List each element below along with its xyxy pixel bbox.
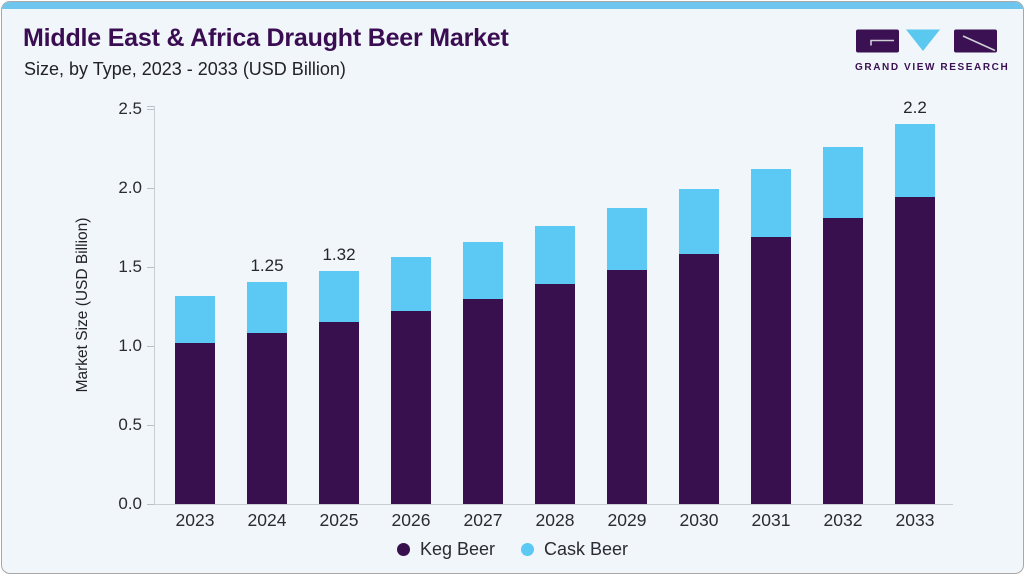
grand-view-research-logo: GRAND VIEW RESEARCH bbox=[855, 29, 1010, 73]
bar-2023-cask-beer-segment bbox=[175, 296, 215, 343]
x-axis-label-2025: 2025 bbox=[319, 510, 359, 530]
bar-2029-cask-beer-segment bbox=[607, 208, 647, 270]
bar-value-label-2024: 1.25 bbox=[250, 256, 284, 275]
x-axis-line bbox=[154, 504, 953, 505]
bar-2027-cask-beer-segment bbox=[463, 242, 503, 299]
top-accent-bar bbox=[2, 2, 1023, 9]
legend-label-keg-beer: Keg Beer bbox=[419, 539, 495, 559]
x-axis-label-2023: 2023 bbox=[175, 510, 215, 530]
y-tick-mark-0.0 bbox=[147, 504, 154, 505]
y-axis-title: Market Size (USD Billion) bbox=[74, 217, 91, 393]
logo-mark-icon bbox=[856, 29, 997, 53]
legend-item-cask-beer: Cask Beer bbox=[521, 539, 628, 560]
bar-2030-keg-beer-segment bbox=[679, 254, 719, 504]
chart-legend: Keg Beer Cask Beer bbox=[2, 539, 1023, 560]
bar-2031-keg-beer-segment bbox=[751, 237, 791, 504]
bar-2032-cask-beer-segment bbox=[823, 147, 863, 218]
logo-text: GRAND VIEW RESEARCH bbox=[855, 62, 1010, 73]
legend-item-keg-beer: Keg Beer bbox=[396, 539, 495, 560]
bar-value-label-2025: 1.32 bbox=[322, 245, 356, 264]
page-title: Middle East & Africa Draught Beer Market bbox=[23, 24, 509, 52]
bar-2032-keg-beer-segment bbox=[823, 218, 863, 504]
y-tick-label-1.5: 1.5 bbox=[118, 257, 142, 276]
keg-beer-legend-dot-icon bbox=[396, 543, 410, 556]
bar-2024-keg-beer-segment bbox=[247, 333, 287, 504]
cask-beer-legend-dot-icon bbox=[521, 543, 534, 556]
y-tick-label-2.5: 2.5 bbox=[118, 99, 142, 118]
y-tick-mark-0.5 bbox=[147, 425, 154, 426]
y-tick-label-1.0: 1.0 bbox=[118, 336, 142, 355]
y-tick-mark-2.5 bbox=[147, 109, 154, 110]
bar-2029-keg-beer-segment bbox=[607, 270, 647, 504]
y-tick-mark-2.0 bbox=[147, 188, 154, 189]
page-subtitle: Size, by Type, 2023 - 2033 (USD Billion) bbox=[24, 59, 346, 79]
x-axis-label-2027: 2027 bbox=[463, 510, 503, 530]
bar-value-label-2033: 2.2 bbox=[903, 98, 927, 117]
y-tick-label-0.5: 0.5 bbox=[118, 415, 142, 434]
bar-2023-keg-beer-segment bbox=[175, 343, 215, 504]
bar-2027-keg-beer-segment bbox=[463, 299, 503, 504]
bar-2033-keg-beer-segment bbox=[895, 197, 935, 504]
bar-2030-cask-beer-segment bbox=[679, 189, 719, 254]
bar-2031-cask-beer-segment bbox=[751, 169, 791, 237]
y-axis-top-tick bbox=[147, 106, 155, 107]
x-axis-label-2032: 2032 bbox=[823, 510, 863, 530]
x-axis-label-2033: 2033 bbox=[895, 510, 935, 530]
bar-2026-keg-beer-segment bbox=[391, 311, 431, 504]
bar-2024-cask-beer-segment bbox=[247, 282, 287, 333]
y-tick-mark-1.0 bbox=[147, 346, 154, 347]
bar-2033-cask-beer-segment bbox=[895, 124, 935, 197]
y-tick-label-2.0: 2.0 bbox=[118, 178, 142, 197]
y-tick-mark-1.5 bbox=[147, 267, 154, 268]
bar-2028-cask-beer-segment bbox=[535, 226, 575, 284]
x-axis-label-2030: 2030 bbox=[679, 510, 719, 530]
y-tick-label-0.0: 0.0 bbox=[118, 494, 142, 513]
legend-label-cask-beer: Cask Beer bbox=[544, 539, 629, 559]
bar-2025-keg-beer-segment bbox=[319, 322, 359, 504]
bar-2025-cask-beer-segment bbox=[319, 271, 359, 322]
x-axis-label-2029: 2029 bbox=[607, 510, 647, 530]
bar-2028-keg-beer-segment bbox=[535, 284, 575, 504]
y-axis-line bbox=[154, 106, 155, 504]
x-axis-label-2024: 2024 bbox=[247, 510, 287, 530]
x-axis-label-2031: 2031 bbox=[751, 510, 791, 530]
x-axis-label-2026: 2026 bbox=[391, 510, 431, 530]
x-axis-label-2028: 2028 bbox=[535, 510, 575, 530]
bar-2026-cask-beer-segment bbox=[391, 257, 431, 311]
